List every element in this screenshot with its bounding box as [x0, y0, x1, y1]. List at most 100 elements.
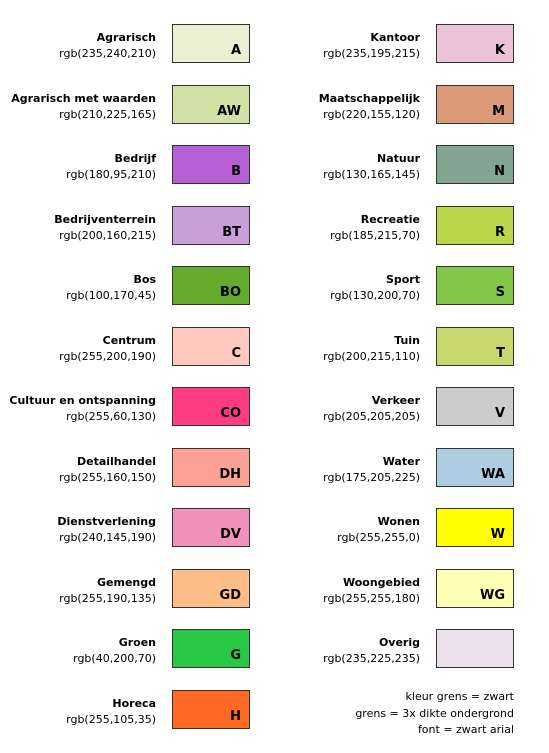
color-code: A	[230, 43, 241, 58]
color-rgb: rgb(185,215,70)	[330, 228, 420, 242]
color-swatch: W	[436, 508, 514, 547]
color-swatch: V	[436, 387, 514, 426]
color-code: BO	[220, 285, 241, 300]
color-swatch: AW	[172, 84, 250, 124]
color-code: N	[494, 164, 505, 179]
color-swatch: K	[436, 24, 514, 63]
color-label: Maatschappelijk rgb(220,155,120)	[319, 91, 420, 123]
color-name: Overig	[378, 636, 420, 649]
color-rgb: rgb(235,225,235)	[323, 652, 420, 665]
color-code: GD	[219, 587, 241, 603]
color-name: Detailhandel	[76, 454, 156, 468]
color-rgb: rgb(255,200,190)	[59, 349, 156, 363]
color-code: H	[230, 708, 241, 724]
color-swatch: WG	[436, 568, 514, 608]
color-rgb: rgb(200,215,110)	[323, 349, 420, 363]
color-code: WG	[479, 587, 505, 603]
color-label: Kantoor rgb(235,195,215)	[323, 30, 420, 62]
color-swatch: DH	[172, 447, 250, 487]
color-label: Bedrijventerrein rgb(200,160,215)	[54, 212, 156, 244]
color-swatch: B	[172, 145, 250, 184]
color-rgb: rgb(255,255,0)	[337, 531, 420, 544]
color-code: G	[230, 648, 241, 663]
color-code: V	[494, 406, 505, 421]
color-rgb: rgb(255,60,130)	[66, 410, 156, 423]
color-swatch: M	[436, 84, 514, 124]
color-code: R	[494, 224, 505, 240]
note: kleur grens = zwart	[405, 690, 514, 703]
color-code: B	[231, 164, 241, 179]
color-rgb: rgb(255,105,35)	[66, 712, 156, 726]
color-label: Tuin rgb(200,215,110)	[323, 333, 420, 365]
color-swatch: CO	[172, 387, 250, 426]
color-label: Overig rgb(235,225,235)	[323, 635, 420, 667]
color-swatch: N	[436, 145, 514, 184]
color-rgb: rgb(180,95,210)	[66, 168, 156, 181]
color-label: Recreatie rgb(185,215,70)	[330, 212, 420, 244]
color-rgb: rgb(130,165,145)	[323, 168, 420, 181]
color-rgb: rgb(255,255,180)	[323, 591, 420, 605]
color-label: Agrarisch rgb(235,240,210)	[59, 30, 156, 62]
color-rgb: rgb(100,170,45)	[66, 289, 156, 302]
note: grens = 3x dikte ondergrond	[355, 706, 514, 720]
color-code: S	[495, 285, 505, 300]
note: font = zwart arial	[417, 723, 514, 736]
color-code: DH	[219, 466, 241, 482]
color-code: BT	[222, 224, 241, 240]
color-name: Horeca	[112, 696, 156, 710]
color-label: Woongebied rgb(255,255,180)	[323, 575, 420, 607]
color-name: Bedrijventerrein	[54, 212, 156, 226]
color-swatch: T	[436, 326, 514, 366]
color-swatch	[436, 629, 514, 668]
color-name: Wonen	[377, 515, 420, 528]
color-swatch: G	[172, 629, 250, 668]
color-swatch: C	[172, 326, 250, 366]
color-code: K	[494, 43, 505, 58]
color-name: Groen	[118, 636, 156, 649]
color-rgb: rgb(175,205,225)	[323, 470, 420, 484]
color-rgb: rgb(240,145,190)	[59, 531, 156, 544]
color-label: Wonen rgb(255,255,0)	[337, 514, 420, 546]
color-rgb: rgb(210,225,165)	[59, 107, 156, 121]
color-swatch: GD	[172, 568, 250, 608]
color-rgb: rgb(130,200,70)	[330, 289, 420, 302]
color-name: Tuin	[394, 333, 420, 347]
color-rgb: rgb(220,155,120)	[323, 107, 420, 121]
color-rgb: rgb(235,240,210)	[59, 47, 156, 60]
color-label: Bos rgb(100,170,45)	[66, 272, 156, 304]
color-code: T	[496, 345, 505, 361]
color-swatch: BO	[172, 266, 250, 305]
color-label: Verkeer rgb(205,205,205)	[323, 393, 420, 425]
color-rgb: rgb(255,160,150)	[59, 470, 156, 484]
color-name: Bedrijf	[114, 152, 156, 165]
color-code: W	[490, 527, 505, 542]
color-label: Water rgb(175,205,225)	[323, 454, 420, 486]
color-name: Water	[382, 454, 420, 468]
color-rgb: rgb(40,200,70)	[73, 652, 156, 665]
color-swatch: BT	[172, 205, 250, 245]
color-label: Dienstverlening rgb(240,145,190)	[57, 514, 156, 546]
color-rgb: rgb(205,205,205)	[323, 410, 420, 423]
color-label: Natuur rgb(130,165,145)	[323, 151, 420, 183]
color-label: Bedrijf rgb(180,95,210)	[66, 151, 156, 183]
color-swatch: S	[436, 266, 514, 305]
color-label: Detailhandel rgb(255,160,150)	[59, 454, 156, 486]
color-name: Natuur	[377, 152, 420, 165]
color-name: Centrum	[102, 333, 156, 347]
color-swatch: R	[436, 205, 514, 245]
color-code: CO	[220, 406, 241, 421]
color-name: Kantoor	[370, 31, 420, 44]
color-name: Maatschappelijk	[318, 91, 420, 105]
color-swatch: WA	[436, 447, 514, 487]
color-name: Cultuur en ontspanning	[9, 394, 156, 407]
color-label: Cultuur en ontspanning rgb(255,60,130)	[9, 393, 156, 425]
color-rgb: rgb(200,160,215)	[59, 228, 156, 242]
color-name: Agrarisch met waarden	[11, 91, 156, 105]
color-code: DV	[220, 527, 241, 542]
color-name: Recreatie	[360, 212, 420, 226]
color-label: Agrarisch met waarden rgb(210,225,165)	[11, 91, 156, 123]
color-name: Verkeer	[371, 394, 420, 407]
color-label: Centrum rgb(255,200,190)	[59, 333, 156, 365]
color-label: Horeca rgb(255,105,35)	[66, 696, 156, 728]
